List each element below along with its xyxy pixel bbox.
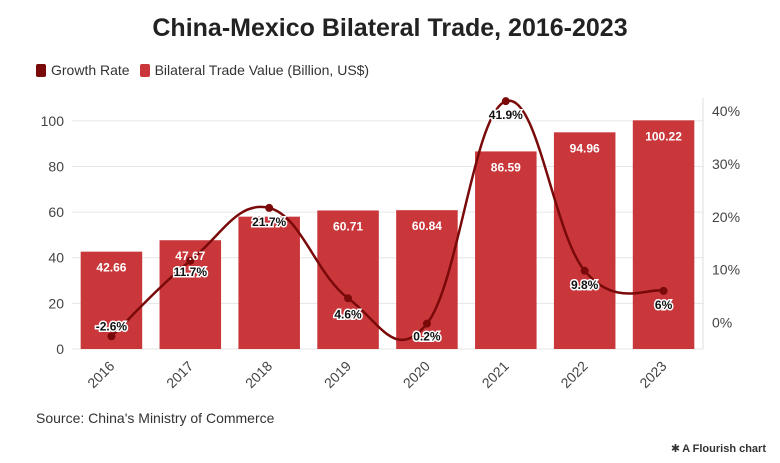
x-tick-label: 2020 <box>400 358 433 391</box>
credit-text: A Flourish chart <box>682 442 766 455</box>
bar-value-label: 100.22 <box>645 129 682 143</box>
growth-rate-label: -2.6% <box>96 319 128 333</box>
y-right-tick-label: 10% <box>712 262 740 278</box>
x-tick-label: 2021 <box>479 358 512 391</box>
growth-rate-label: 0.2% <box>413 330 441 344</box>
bar[interactable] <box>632 120 695 349</box>
growth-rate-point[interactable] <box>422 319 431 328</box>
x-tick-label: 2023 <box>636 358 669 391</box>
growth-rate-label: 9.8% <box>571 278 599 292</box>
bar[interactable] <box>553 132 616 349</box>
bar-value-label: 94.96 <box>570 141 600 155</box>
bar-value-label: 86.59 <box>491 160 521 174</box>
growth-line <box>107 97 668 341</box>
y-right-tick-label: 20% <box>712 209 740 225</box>
bar-value-label: 47.67 <box>175 249 205 263</box>
growth-rate-point[interactable] <box>580 266 589 275</box>
bar[interactable] <box>238 216 300 349</box>
legend-item-trade-value[interactable]: Bilateral Trade Value (Billion, US$) <box>139 62 370 78</box>
x-tick-label: 2022 <box>557 358 590 391</box>
flourish-credit[interactable]: ✱ A Flourish chart <box>670 442 766 456</box>
bar-value-label: 60.71 <box>333 219 363 233</box>
bar[interactable] <box>317 210 379 349</box>
legend-label-growth-rate: Growth Rate <box>51 62 130 78</box>
bar-value-label: 42.66 <box>96 261 126 275</box>
growth-rate-point[interactable] <box>107 332 116 341</box>
growth-rate-label: 4.6% <box>334 307 362 321</box>
y-left-tick-label: 80 <box>48 158 64 174</box>
x-tick-label: 2017 <box>163 358 196 391</box>
growth-rate-label: 21.7% <box>252 215 286 229</box>
chart-title: China-Mexico Bilateral Trade, 2016-2023 <box>152 14 628 42</box>
legend-swatch-trade-value <box>139 63 150 77</box>
x-tick-label: 2016 <box>84 358 117 391</box>
legend-item-growth-rate[interactable]: Growth Rate <box>36 62 130 78</box>
growth-rate-line <box>110 99 664 341</box>
growth-rate-point[interactable] <box>659 286 668 295</box>
y-left-tick-label: 60 <box>48 204 64 220</box>
source-note: Source: China's Ministry of Commerce <box>36 410 275 426</box>
flourish-logo-icon: ✱ <box>670 443 681 455</box>
growth-rate-point[interactable] <box>265 203 274 212</box>
data-labels: 42.66 47.67 60.71 60.84 86.59 94.96 100.22 -2.6… <box>94 107 682 345</box>
growth-rate-point[interactable] <box>501 97 510 106</box>
x-tick-label: 2018 <box>242 358 275 391</box>
legend: Growth Rate Bilateral Trade Value (Billi… <box>36 62 379 78</box>
y-right-tick-label: 40% <box>712 103 740 119</box>
growth-rate-label: 6% <box>655 298 673 312</box>
y-right-tick-label: 0% <box>712 315 732 331</box>
y-left-tick-label: 0 <box>56 341 64 357</box>
bar[interactable] <box>475 151 537 349</box>
x-tick-label: 2019 <box>321 358 354 391</box>
y-left-tick-label: 40 <box>48 250 64 266</box>
bars <box>80 120 695 349</box>
growth-rate-label: 11.7% <box>174 265 208 279</box>
legend-label-trade-value: Bilateral Trade Value (Billion, US$) <box>154 62 370 78</box>
bar-value-label: 60.84 <box>412 219 442 233</box>
y-left-tick-label: 100 <box>41 113 65 129</box>
growth-rate-label: 41.9% <box>489 108 523 122</box>
axes: 0 20 40 60 80 100 0% 10% 20% 30% 40% 2016 2017 2018 20… <box>41 98 740 391</box>
y-right-tick-label: 30% <box>712 156 740 172</box>
y-left-tick-label: 20 <box>48 295 64 311</box>
growth-rate-point[interactable] <box>344 294 353 303</box>
growth-rate-point[interactable] <box>186 256 195 265</box>
legend-swatch-growth-rate <box>36 63 46 77</box>
